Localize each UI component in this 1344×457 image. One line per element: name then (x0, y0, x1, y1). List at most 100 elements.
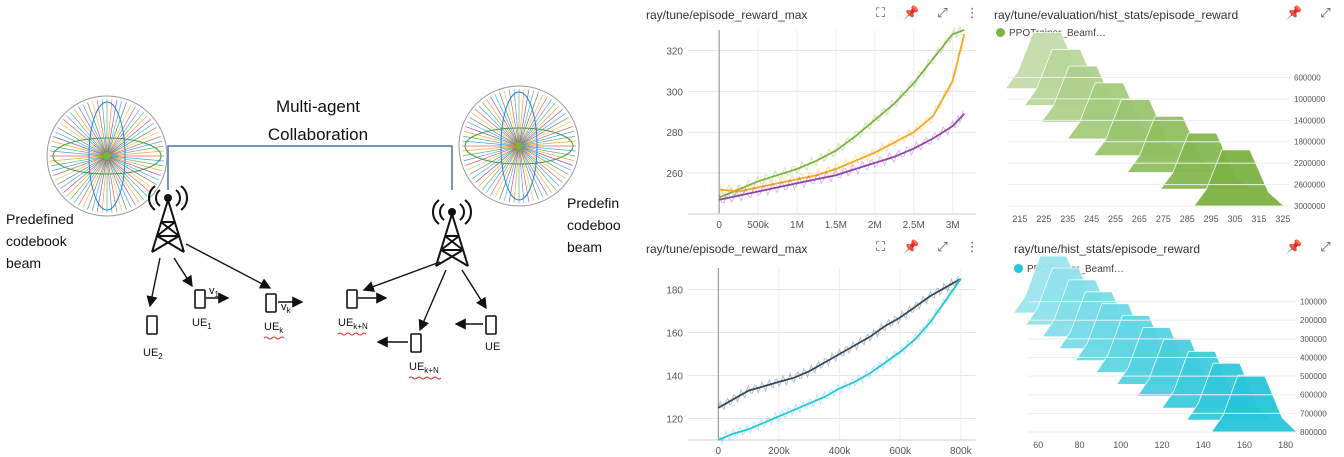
step-label: 1400000 (1294, 116, 1326, 125)
uekn-bottom-label: UEk+N (409, 361, 439, 375)
legend-dot-icon (1014, 264, 1023, 273)
x-tick-label: 2M (868, 220, 882, 231)
uekn-bottom-phone-icon (410, 333, 422, 353)
x-tick-label: 235 (1060, 214, 1075, 224)
collaboration-link (167, 145, 453, 190)
x-tick-label: 0 (716, 446, 722, 457)
x-tick-label: 60 (1033, 440, 1043, 450)
x-tick-label: 400k (829, 446, 852, 457)
x-tick-label: 100 (1113, 440, 1128, 450)
ue-devices (146, 289, 497, 353)
uek-label: UEk (264, 321, 284, 335)
step-label: 1000000 (1294, 95, 1326, 104)
series-raw-line (718, 110, 964, 204)
x-tick-label: 245 (1084, 214, 1099, 224)
x-tick-label: 285 (1180, 214, 1195, 224)
legend-dot-icon (996, 28, 1005, 37)
x-tick-label: 600k (889, 446, 912, 457)
panel-title: ray/tune/hist_stats/episode_reward (1014, 242, 1201, 256)
spellcheck-underlines (263, 332, 442, 380)
step-label: 300000 (1300, 335, 1327, 344)
fullscreen-icon[interactable]: ⤢ (937, 240, 948, 255)
beam-lobe (52, 137, 162, 175)
beam-center (515, 142, 523, 150)
x-tick-label: 1M (790, 220, 804, 231)
x-tick-label: 275 (1156, 214, 1171, 224)
x-tick-label: 200k (768, 446, 791, 457)
x-tick-label: 265 (1132, 214, 1147, 224)
ue-right-label: UE (485, 341, 500, 353)
y-tick-label: 180 (666, 286, 683, 297)
x-tick-label: 2.5M (903, 220, 925, 231)
histogram-chart-1: 600000 1000000 1400000 1800000 2200000 260000… (1004, 32, 1326, 224)
ue2-phone-icon (146, 315, 158, 335)
series-line (717, 278, 962, 441)
ue-right-phone-icon (485, 315, 497, 335)
velocity-1-label: v1 (209, 285, 220, 299)
x-tick-label: 500k (747, 220, 770, 231)
panel-title: ray/tune/evaluation/hist_stats/episode_r… (994, 8, 1239, 22)
y-tick-label: 160 (666, 329, 683, 340)
x-tick-label: 800k (950, 446, 973, 457)
ue1-phone-icon (194, 289, 206, 309)
fullscreen-icon[interactable]: ⤢ (1320, 240, 1331, 255)
x-tick-label: 225 (1036, 214, 1051, 224)
downlink-arrows-right (362, 261, 487, 332)
x-tick-label: 120 (1154, 440, 1169, 450)
more-icon[interactable]: ⋮ (965, 6, 979, 21)
beam-pattern-right-icon (458, 85, 580, 207)
velocity-k-label: vk (281, 301, 292, 315)
y-tick-label: 300 (666, 87, 683, 98)
x-tick-label: 255 (1108, 214, 1123, 224)
expand-icon[interactable]: ⛶ (876, 6, 886, 21)
x-tick-label: 315 (1251, 214, 1266, 224)
ue-motion-arrows (206, 292, 483, 348)
pin-icon[interactable]: 📌 (903, 240, 920, 255)
y-tick-label: 280 (666, 128, 683, 139)
pin-icon[interactable]: 📌 (903, 6, 920, 21)
title-line2: Collaboration (268, 125, 368, 144)
step-label: 500000 (1300, 372, 1327, 381)
ridge-area (1210, 374, 1298, 433)
panel-reward-max-top: ray/tune/episode_reward_max ⛶ 📌 ⤢ ⋮ 260 280 3… (640, 0, 990, 232)
title-line1: Multi-agent (276, 97, 360, 116)
series-line (718, 113, 965, 201)
y-tick-label: 120 (666, 415, 683, 426)
more-icon[interactable]: ⋮ (965, 240, 979, 255)
right-label-line3: beam (567, 239, 602, 255)
base-station-left-icon (148, 185, 188, 253)
step-label: 700000 (1300, 409, 1327, 418)
x-tick-label: 160 (1237, 440, 1252, 450)
x-tick-label: 3M (946, 220, 960, 231)
expand-icon[interactable]: ⛶ (876, 240, 886, 255)
series-line (717, 278, 962, 409)
pin-icon[interactable]: 📌 (1286, 240, 1303, 255)
step-label: 400000 (1300, 353, 1327, 362)
line-chart-1: 260 280 300 320 0 500k 1M 1.5M 2M 2.5M 3M (666, 24, 976, 231)
fullscreen-icon[interactable]: ⤢ (937, 6, 948, 21)
step-label: 600000 (1294, 73, 1321, 82)
x-tick-label: 0 (716, 220, 722, 231)
panel-title: ray/tune/episode_reward_max (646, 242, 808, 256)
line-chart-2: 120 140 160 180 0 200k 400k 600k 800k (666, 268, 976, 457)
left-label-line3: beam (6, 255, 41, 271)
step-label: 600000 (1300, 391, 1327, 400)
right-label-line2: codeboo (567, 217, 621, 233)
ue1-label: UE1 (192, 317, 212, 331)
series-raw-line (717, 275, 960, 411)
fullscreen-icon[interactable]: ⤢ (1320, 6, 1331, 21)
panel-train-hist: ray/tune/hist_stats/episode_reward 📌⤢ PP… (990, 232, 1344, 457)
uek-phone-icon (265, 293, 277, 313)
downlink-arrows-left (146, 243, 272, 308)
step-label: 1800000 (1294, 138, 1326, 147)
x-tick-label: 305 (1228, 214, 1243, 224)
pin-icon[interactable]: 📌 (1286, 6, 1303, 21)
beam-pattern-left-icon (46, 95, 168, 217)
x-tick-label: 80 (1075, 440, 1085, 450)
uekn-top-phone-icon (346, 289, 358, 309)
right-label-line1: Predefin (567, 195, 619, 211)
y-tick-label: 320 (666, 46, 683, 57)
beam-center (103, 152, 111, 160)
left-label-line2: codebook (6, 233, 68, 249)
x-tick-label: 325 (1275, 214, 1290, 224)
